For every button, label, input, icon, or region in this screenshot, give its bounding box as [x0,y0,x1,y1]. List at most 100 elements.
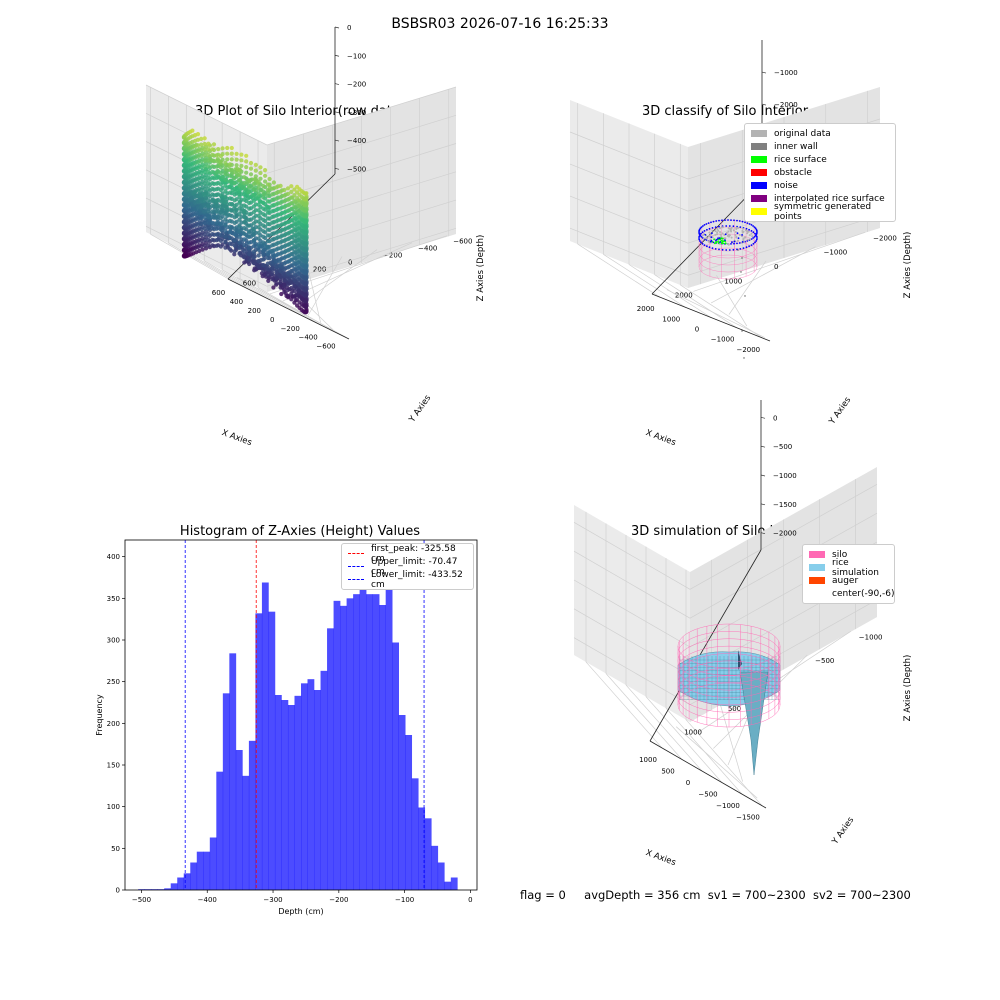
p1-point [214,221,219,226]
p2-legend-item: symmetric generated points [751,202,889,222]
p1-point [183,217,188,223]
p4-x-axis-line [649,740,767,809]
p1-point [258,250,263,255]
p1-point [200,145,205,150]
p2-noise-point [703,244,706,247]
p1-point [253,177,258,182]
p1-point [276,252,281,257]
p4-legend-swatch [809,551,825,558]
p2-xtick-label: 1000 [662,315,680,323]
p1-point [234,208,239,213]
p1-point [244,187,249,192]
p1-point [253,174,258,179]
p1-point [225,168,230,173]
p1-point [247,249,252,254]
p2-original-point [728,235,730,238]
p1-point [206,181,211,186]
p1-point [242,260,247,265]
p1-point [183,186,188,191]
p1-point [182,173,187,178]
p1-point [304,264,309,269]
p1-y-axis-line [227,173,336,280]
p1-point [206,192,211,197]
p1-point [269,266,274,271]
p2-x-axis-line [651,293,771,342]
p1-point [200,236,205,241]
p1-point [301,220,306,225]
p1-point [185,242,190,247]
p1-point [283,282,288,287]
p1-point [300,228,305,233]
p1-point [195,137,201,142]
p1-point [220,146,225,151]
p2-original-point [713,242,716,244]
p1-point [234,214,239,219]
p1-point [296,277,301,282]
p1-point [243,252,248,257]
p1-point [191,194,196,199]
p1-point [227,167,233,173]
p1-point [186,213,191,218]
p2-noise-point [699,227,702,230]
p2-rice-surface-point [715,241,718,244]
p1-point [200,230,205,235]
p1-grid-x-floor [257,287,341,335]
p1-point [186,174,191,179]
p1-point [297,221,302,226]
p1-point [194,210,199,215]
p1-point [197,196,202,201]
p1-point [182,158,187,163]
p2-noise-point [755,240,757,242]
p1-point [229,172,234,177]
p1-point [188,180,193,185]
p1-point [300,239,305,245]
p1-point [261,234,266,239]
p1-point [194,182,199,187]
p1-point [203,167,208,172]
p1-point [290,229,295,234]
p1-point [206,220,211,225]
p1-point [304,290,309,295]
p1-point [223,177,229,182]
p1-point [183,189,188,194]
p2-noise-point [718,225,720,228]
p1-point [301,288,306,293]
p2-noise-point [755,229,758,232]
p1-point [197,192,202,197]
p1-xlabel: X Axies [220,428,253,448]
p1-point [265,255,270,261]
p1-point [276,235,281,240]
p1-point [276,229,281,234]
p1-point [185,169,190,174]
p1-point [289,263,294,268]
p1-point [239,152,244,157]
p1-point [199,206,204,211]
p1-point [300,223,305,228]
p1-point [263,270,268,275]
p1-point [296,260,301,265]
p1-point [214,238,219,243]
p1-point [220,180,225,185]
p1-point [303,236,308,241]
p1-point [198,212,203,217]
p1-point [183,152,188,157]
p1-point [202,232,207,237]
p1-point [182,162,187,167]
p1-point [292,221,297,226]
p1-point [181,231,186,236]
p1-point [249,177,255,182]
p1-point [257,265,262,271]
p1-point [186,249,191,254]
p1-point [222,203,227,209]
p1-point [194,176,199,181]
p1-point [244,217,249,223]
p1-point [195,165,201,171]
p1-point [281,270,286,275]
p1-point [261,206,266,211]
p2-xtick-label: 2000 [637,305,655,313]
p2-noise-point [746,240,749,242]
p2-ztick-label: −1000 [774,69,798,77]
p2-noise-point [715,239,717,242]
p2-original-point [741,231,744,234]
p1-point [204,178,209,183]
